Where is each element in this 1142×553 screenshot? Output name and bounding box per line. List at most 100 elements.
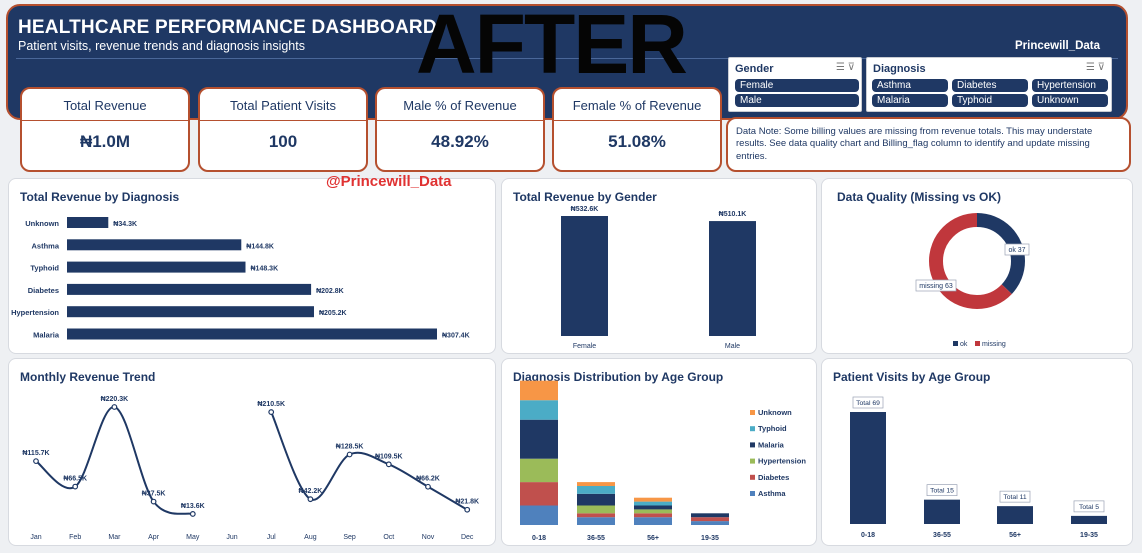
stack-segment-diabetes bbox=[577, 513, 615, 518]
data-point bbox=[111, 404, 118, 410]
stack-segment-hypertension bbox=[520, 458, 558, 483]
stack-segment-unknown bbox=[634, 497, 672, 502]
tick-label: Jan bbox=[30, 534, 41, 541]
tick-label: Jul bbox=[267, 534, 276, 541]
kpi-label: Total Patient Visits bbox=[230, 98, 336, 113]
tick-label: Dec bbox=[461, 534, 474, 541]
panel-revenue-by-diagnosis: Total Revenue by Diagnosis Unknown ₦34.3K… bbox=[8, 178, 496, 354]
bar bbox=[67, 328, 437, 340]
slicer-chip-typhoid[interactable]: Typhoid bbox=[952, 94, 1028, 107]
legend-label: Unknown bbox=[758, 408, 792, 417]
gender-slicer: Gender ☰ ⊽ Female Male bbox=[728, 57, 862, 112]
stack-segment-malaria bbox=[691, 513, 729, 518]
stack-segment-diabetes bbox=[691, 517, 729, 522]
kpi-total-revenue: Total Revenue ₦1.0M bbox=[20, 87, 190, 172]
data-label-box bbox=[1004, 243, 1030, 256]
panel-data-quality: Data Quality (Missing vs OK) ok 37 missin… bbox=[821, 178, 1133, 354]
kpi-divider bbox=[554, 120, 720, 121]
tick-label: Aug bbox=[304, 534, 317, 541]
data-label: Total 5 bbox=[1079, 504, 1099, 511]
diagnosis-slicer-title: Diagnosis bbox=[873, 63, 926, 75]
data-label: Total 69 bbox=[856, 400, 880, 407]
tick-label: Nov bbox=[422, 534, 435, 541]
legend-swatch bbox=[750, 410, 755, 415]
header-divider bbox=[16, 58, 1118, 59]
chart-title: Data Quality (Missing vs OK) bbox=[837, 190, 1002, 204]
data-label: ₦66.5K bbox=[63, 476, 87, 483]
stack-segment-typhoid bbox=[634, 501, 672, 506]
data-label: missing 63 bbox=[919, 283, 953, 290]
kpi-label: Male % of Revenue bbox=[403, 98, 517, 113]
panel-revenue-by-gender: Total Revenue by Gender ₦532.6K Female ₦51… bbox=[501, 178, 817, 354]
stack-segment-asthma bbox=[577, 517, 615, 525]
bar bbox=[709, 221, 756, 336]
clear-filter-icon[interactable]: ⊽ bbox=[1097, 62, 1105, 73]
monthly-revenue-chart: ₦115.7K ₦66.5K ₦220.3K ₦37.5K ₦13.6K ₦210.5K ₦… bbox=[22, 396, 479, 541]
data-point bbox=[425, 483, 431, 490]
legend-label: Hypertension bbox=[758, 457, 806, 466]
category-label: 19-35 bbox=[1080, 532, 1098, 539]
tick-label: May bbox=[186, 534, 200, 541]
stack-segment-typhoid bbox=[577, 486, 615, 494]
stack-segment-asthma bbox=[691, 521, 729, 525]
slicer-chip-hypertension[interactable]: Hypertension bbox=[1032, 79, 1108, 92]
tick-label: Feb bbox=[69, 534, 81, 541]
tick-label: Sep bbox=[343, 534, 356, 541]
diagnosis-by-age-chart: 0-18 36-55 56+ 19-35 Unknown Typhoid Malaria Hy… bbox=[520, 380, 806, 542]
legend-label: ok bbox=[960, 341, 968, 348]
panel-monthly-revenue: Monthly Revenue Trend ₦115.7K ₦66.5K ₦220.… bbox=[8, 358, 496, 546]
legend-swatch bbox=[750, 458, 755, 464]
slicer-chip-asthma[interactable]: Asthma bbox=[872, 79, 948, 92]
after-overlay-text: AFTER bbox=[416, 0, 688, 91]
page-title: HEALTHCARE PERFORMANCE DASHBOARD bbox=[18, 17, 437, 38]
legend-swatch bbox=[750, 426, 755, 432]
category-label: 36-55 bbox=[587, 535, 605, 542]
chart-title: Total Revenue by Diagnosis bbox=[20, 190, 180, 204]
data-label: ₦128.5K bbox=[336, 444, 364, 451]
bar bbox=[561, 216, 608, 336]
slicer-chip-unknown[interactable]: Unknown bbox=[1032, 94, 1108, 107]
category-label: Asthma bbox=[31, 241, 59, 250]
slicer-chip-malaria[interactable]: Malaria bbox=[872, 94, 948, 107]
category-label: 0-18 bbox=[861, 532, 875, 539]
stack-segment-asthma bbox=[520, 505, 558, 525]
slicer-chip-male[interactable]: Male bbox=[735, 94, 859, 107]
multi-select-icon[interactable]: ☰ bbox=[835, 62, 845, 73]
category-label: Malaria bbox=[33, 331, 60, 340]
chart-title: Diagnosis Distribution by Age Group bbox=[513, 370, 724, 384]
revenue-by-gender-chart: ₦532.6K Female ₦510.1K Male bbox=[561, 206, 756, 350]
data-label: ₦510.1K bbox=[719, 211, 747, 218]
data-label: ₦42.2K bbox=[299, 488, 323, 495]
chart-title: Total Revenue by Gender bbox=[513, 190, 657, 204]
legend-label: Asthma bbox=[758, 489, 786, 498]
slicer-chip-diabetes[interactable]: Diabetes bbox=[952, 79, 1028, 92]
tick-label: Mar bbox=[108, 534, 121, 541]
kpi-value: 48.92% bbox=[431, 132, 489, 151]
legend-swatch bbox=[953, 341, 958, 346]
legend-label: Diabetes bbox=[758, 473, 789, 482]
data-label: ₦144.8K bbox=[246, 243, 274, 250]
slicer-chip-female[interactable]: Female bbox=[735, 79, 859, 92]
data-label: ₦34.3K bbox=[113, 221, 137, 228]
bar bbox=[1071, 515, 1107, 524]
category-label: Typhoid bbox=[30, 264, 59, 273]
kpi-label: Total Revenue bbox=[63, 98, 147, 113]
bar bbox=[850, 412, 886, 524]
data-label: ₦109.5K bbox=[375, 453, 403, 460]
stack-segment-hypertension bbox=[577, 505, 615, 514]
kpi-total-visits: Total Patient Visits 100 bbox=[198, 87, 368, 172]
diagnosis-slicer: Diagnosis ☰ ⊽ Asthma Diabetes Hypertensi… bbox=[866, 57, 1112, 112]
clear-filter-icon[interactable]: ⊽ bbox=[847, 62, 855, 73]
kpi-male-revenue-pct: Male % of Revenue 48.92% bbox=[375, 87, 545, 172]
data-label: ₦307.4K bbox=[442, 333, 470, 340]
stack-segment-asthma bbox=[634, 517, 672, 525]
data-point bbox=[385, 461, 392, 468]
multi-select-icon[interactable]: ☰ bbox=[1085, 62, 1095, 73]
data-label-box bbox=[915, 279, 957, 292]
stack-segment-hypertension bbox=[634, 509, 672, 514]
data-point bbox=[307, 496, 314, 503]
data-label: ₦220.3K bbox=[101, 396, 129, 403]
kpi-divider bbox=[22, 120, 188, 121]
category-label: 19-35 bbox=[701, 535, 719, 542]
series-line bbox=[35, 406, 194, 515]
